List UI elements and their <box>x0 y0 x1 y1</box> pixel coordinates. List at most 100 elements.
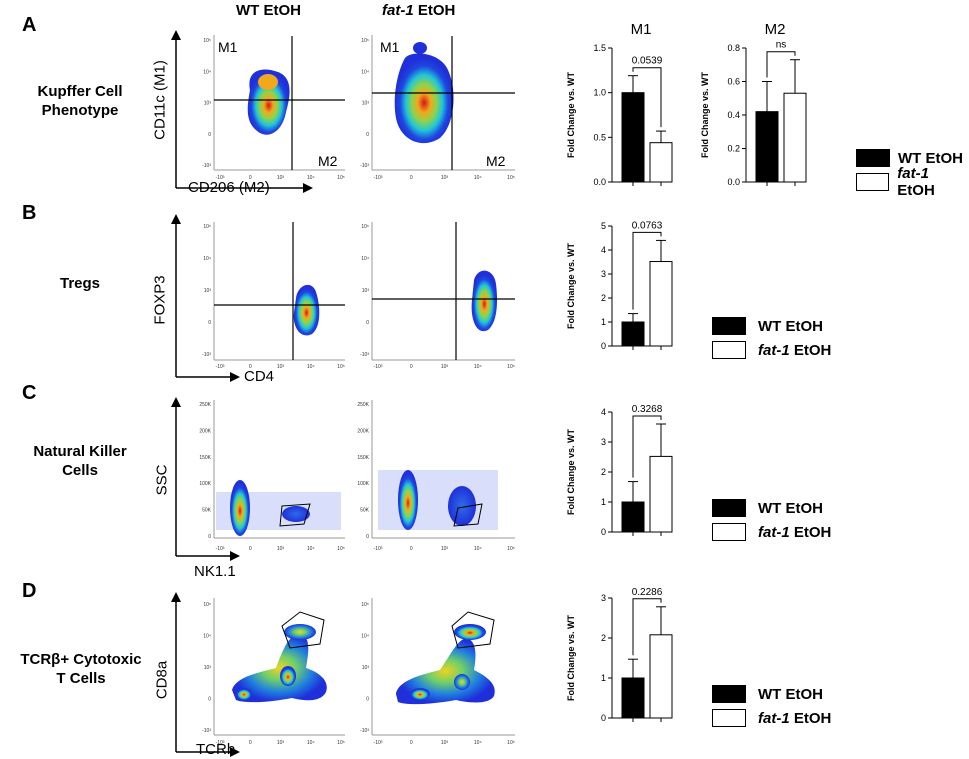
flow-x-tick-label: 0 <box>249 175 252 181</box>
bar-wt <box>621 501 645 533</box>
bar-y-tick-label: 2 <box>601 633 606 643</box>
flow-x-tick-label: -10³ <box>374 175 383 181</box>
flow-cytometry-plots: M1 M2 M1 M2 <box>171 30 515 757</box>
legend-d: WT EtOH fat-1 EtOH <box>712 684 831 728</box>
flow-x-tick-label: 10⁵ <box>337 364 345 370</box>
panel-letter-a: A <box>22 14 37 36</box>
bar-y-tick-label: 1 <box>601 497 606 507</box>
legend-swatch-fat1 <box>712 341 746 359</box>
flow-y-tick-label: 10³ <box>362 288 370 294</box>
flow-x-tick-label: 10⁵ <box>337 740 345 746</box>
flow-x-tick-label: 10³ <box>441 175 449 181</box>
legend-swatch-wt <box>856 149 890 167</box>
flow-y-tick-label: 0 <box>366 534 369 540</box>
bar-wt <box>621 321 645 347</box>
flow-y-tick-label: 10⁴ <box>361 634 369 640</box>
legend-swatch-fat1 <box>712 709 746 727</box>
flow-plot-c-wt <box>213 400 345 539</box>
flow-x-tick-label: 10³ <box>277 175 285 181</box>
legend-item-fat1: fat-1 EtOH <box>712 340 831 360</box>
bar-y-tick-label: 5 <box>601 221 606 231</box>
bar-y-tick-label: 1 <box>601 317 606 327</box>
flow-y-tick-label: 10⁵ <box>203 38 211 44</box>
flow-y-tick-label: 150K <box>357 455 369 461</box>
significance-bracket <box>632 231 662 310</box>
flow-x-tick-label: 10⁴ <box>474 546 482 552</box>
flow-y-tick-label: 0 <box>208 132 211 138</box>
bar-y-tick-label: 2 <box>601 293 606 303</box>
flow-y-tick-label: 10³ <box>204 288 212 294</box>
bar-y-tick-label: 0.5 <box>593 132 606 142</box>
flow-x-tick-label: 10³ <box>277 364 285 370</box>
flow-x-tick-label: -10³ <box>374 546 383 552</box>
flow-plot-d-fat1 <box>371 598 515 736</box>
flow-y-tick-label: 10⁴ <box>203 634 211 640</box>
x-axis-label-c: NK1.1 <box>194 563 236 580</box>
bar-y-tick-label: 3 <box>601 437 606 447</box>
legend-label-fat1: fat-1 EtOH <box>897 165 935 199</box>
x-axis-label-b: CD4 <box>244 368 275 385</box>
flow-x-tick-label: 10³ <box>441 546 449 552</box>
axis-arrows-a <box>171 30 313 193</box>
significance-bracket <box>632 598 662 656</box>
flow-y-tick-label: 0 <box>208 534 211 540</box>
bar-fat1 <box>649 142 673 183</box>
flow-plot-c-fat1 <box>371 400 515 539</box>
legend-label-wt: WT EtOH <box>898 149 963 167</box>
flow-x-tick-label: 0 <box>249 740 252 746</box>
flow-x-tick-label: 10⁵ <box>337 175 345 181</box>
bar-y-axis-label: Fold Change vs. WT <box>566 72 576 159</box>
flow-y-tick-label: 10⁵ <box>361 224 369 230</box>
flow-x-tick-label: -10³ <box>216 364 225 370</box>
flow-y-tick-label: -10³ <box>202 352 211 358</box>
significance-label: 0.2286 <box>632 587 663 598</box>
row-label-line: TCRβ+ Cytotoxic <box>20 651 142 668</box>
bar-fat1 <box>649 634 673 719</box>
y-axis-label-d: CD8a <box>153 660 171 700</box>
flow-x-tick-label: -10³ <box>216 175 225 181</box>
bar-y-tick-label: 0.8 <box>727 43 740 53</box>
bar-wt <box>755 111 779 183</box>
flow-x-tick-label: 10⁵ <box>507 364 515 370</box>
y-axis-label-a: CD11c (M1) <box>151 60 169 140</box>
flow-plot-b-wt <box>213 222 345 361</box>
bar-y-tick-label: 1 <box>601 673 606 683</box>
legend-item-fat1: fat-1 EtOH <box>712 708 831 728</box>
legend-item-wt: WT EtOH <box>712 316 831 336</box>
flow-x-tick-label: 10³ <box>277 546 285 552</box>
flow-y-tick-label: -10³ <box>360 352 369 358</box>
flow-x-tick-label: 0 <box>410 175 413 181</box>
legend-item-wt: WT EtOH <box>856 148 969 168</box>
bar-y-axis-label: Fold Change vs. WT <box>700 72 710 159</box>
flow-x-tick-label: -10³ <box>216 546 225 552</box>
x-axis-label-d: TCRb <box>196 741 236 758</box>
flow-y-tick-label: 0 <box>366 132 369 138</box>
legend-item-fat1: fat-1 EtOH <box>856 165 969 199</box>
flow-y-tick-label: 0 <box>208 320 211 326</box>
row-label-line: Cells <box>62 462 98 479</box>
flow-y-tick-label: 150K <box>199 455 211 461</box>
flow-y-tick-label: 200K <box>357 428 369 434</box>
legend-a: WT EtOH fat-1 EtOH <box>856 148 969 199</box>
row-label-line: Phenotype <box>41 102 119 119</box>
flow-y-tick-label: 0 <box>366 320 369 326</box>
flow-x-tick-label: 10⁴ <box>307 175 315 181</box>
row-label-nk: Natural Killer Cells <box>10 442 150 480</box>
flow-y-tick-label: 0 <box>208 697 211 703</box>
flow-y-tick-label: -10³ <box>360 163 369 169</box>
row-label-tcrb: TCRβ+ Cytotoxic T Cells <box>6 650 156 688</box>
axis-arrows-b <box>171 214 240 382</box>
flow-x-tick-label: 10⁵ <box>337 546 345 552</box>
flow-plot-a-fat1: M1 M2 <box>371 35 515 171</box>
flow-y-tick-label: 10³ <box>204 665 212 671</box>
flow-y-tick-label: 10⁴ <box>361 69 369 75</box>
significance-bracket <box>632 67 662 128</box>
flow-y-tick-label: 10³ <box>362 665 370 671</box>
bar-y-tick-label: 4 <box>601 245 606 255</box>
legend-label-fat1: fat-1 EtOH <box>758 709 832 727</box>
bar-y-tick-label: 0.6 <box>727 77 740 87</box>
flow-tick-labels: 10⁵ 10⁴ 10³ 0 -10³ -10³ 0 10³ 10⁴ 10⁵ 10⁵ 10⁴ 10³ 0 -1… <box>199 38 515 746</box>
axis-arrows-c <box>171 397 240 561</box>
flow-y-tick-label: 50K <box>202 508 212 514</box>
quadrant-label-m2: M2 <box>318 153 338 169</box>
